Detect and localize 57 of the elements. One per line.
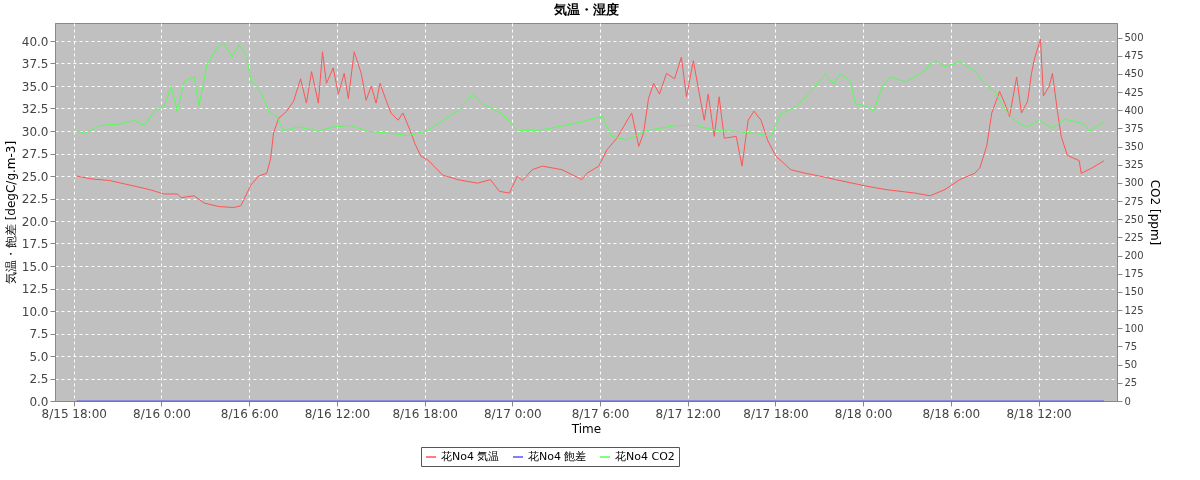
x-tick-label: 8/18 12:00 <box>1006 406 1072 421</box>
y-tick-label: 7.5 <box>29 327 49 341</box>
y-tick-label: 25.0 <box>21 169 49 184</box>
x-tick-label: 8/16 18:00 <box>392 406 458 421</box>
x-tick-label: 8/17 18:00 <box>743 406 809 421</box>
y-tick-label: 5.0 <box>29 349 49 364</box>
y-tick-label: 10.0 <box>21 304 49 319</box>
y2-tick-label: 475 <box>1124 50 1144 62</box>
chart-title: 気温・湿度 <box>552 2 619 17</box>
y-tick-label: 2.5 <box>29 372 49 386</box>
y-tick-label: 35.0 <box>21 79 49 94</box>
x-tick-label: 8/17 6:00 <box>571 406 630 421</box>
x-tick-label: 8/16 0:00 <box>133 406 191 421</box>
y2-tick-label: 125 <box>1124 304 1144 316</box>
y2-tick-label: 0 <box>1124 395 1131 407</box>
y-axis-title: 気温・飽差 [degC/g.m-3] <box>3 140 18 285</box>
y2-tick-label: 300 <box>1124 177 1144 189</box>
legend-label: 花No4 気温 <box>441 450 500 463</box>
y2-tick-label: 250 <box>1124 213 1144 225</box>
y2-axis-title: CO2 [ppm] <box>1147 179 1162 246</box>
y-tick-label: 30.0 <box>21 124 49 139</box>
x-tick-label: 8/16 6:00 <box>220 406 279 421</box>
y-tick-label: 32.5 <box>21 102 49 116</box>
y2-tick-label: 400 <box>1124 104 1144 116</box>
y-tick-label: 37.5 <box>21 57 49 71</box>
y2-tick-label: 450 <box>1124 68 1144 80</box>
x-axis-title: Time <box>570 421 602 436</box>
x-tick-label: 8/18 0:00 <box>834 406 893 421</box>
y-tick-label: 12.5 <box>21 282 49 296</box>
y2-tick-label: 200 <box>1124 250 1144 262</box>
x-tick-label: 8/17 12:00 <box>655 406 721 421</box>
y2-tick-label: 175 <box>1124 268 1144 280</box>
y2-tick-label: 225 <box>1124 231 1144 243</box>
y2-tick-label: 275 <box>1124 195 1144 207</box>
y2-tick-label: 25 <box>1124 377 1138 389</box>
y2-tick-label: 150 <box>1124 286 1144 298</box>
y-tick-label: 40.0 <box>21 34 49 49</box>
y-tick-label: 15.0 <box>21 259 49 274</box>
y2-tick-label: 425 <box>1124 86 1144 98</box>
y-tick-label: 17.5 <box>21 237 49 251</box>
y-tick-label: 27.5 <box>21 147 49 161</box>
y2-tick-label: 500 <box>1124 32 1144 44</box>
x-tick-label: 8/18 6:00 <box>922 406 981 421</box>
y2-tick-label: 75 <box>1124 340 1138 352</box>
x-tick-label: 8/15 18:00 <box>41 406 107 421</box>
y2-tick-label: 50 <box>1124 359 1138 371</box>
legend-label: 花No4 CO2 <box>615 450 675 463</box>
y2-tick-label: 350 <box>1124 141 1144 153</box>
y-tick-label: 20.0 <box>21 214 49 229</box>
legend-label: 花No4 飽差 <box>528 450 587 463</box>
x-tick-label: 8/17 0:00 <box>483 406 542 421</box>
y2-tick-label: 100 <box>1124 322 1144 334</box>
y-tick-label: 0.0 <box>29 394 49 409</box>
x-tick-label: 8/16 12:00 <box>304 406 371 421</box>
y2-tick-label: 375 <box>1124 122 1144 134</box>
y2-tick-label: 325 <box>1124 159 1144 171</box>
y-tick-label: 22.5 <box>21 192 49 206</box>
